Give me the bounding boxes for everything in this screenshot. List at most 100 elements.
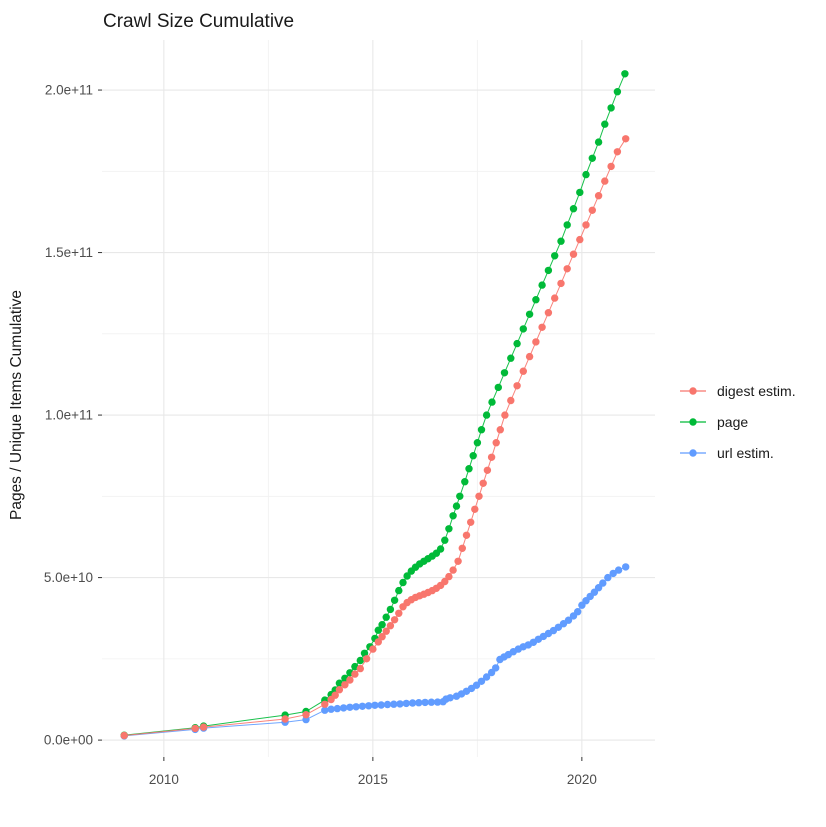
legend-item-digest-estim-: digest estim. — [680, 383, 796, 399]
data-point — [482, 673, 491, 681]
data-point — [604, 573, 612, 582]
data-point — [471, 505, 479, 513]
data-point — [427, 698, 436, 706]
data-point — [365, 702, 373, 710]
data-point — [621, 70, 629, 78]
data-point — [352, 703, 360, 711]
data-point — [501, 411, 509, 419]
data-point — [551, 252, 559, 260]
data-point — [399, 578, 407, 587]
data-point — [302, 711, 310, 719]
data-point — [607, 104, 615, 112]
data-point — [374, 638, 382, 646]
data-point — [467, 518, 475, 526]
data-point — [396, 700, 404, 708]
data-point — [402, 699, 410, 708]
data-point — [462, 531, 471, 539]
data-point — [492, 664, 500, 672]
x-tick-label: 2010 — [149, 772, 179, 787]
data-point — [519, 325, 527, 333]
legend-label: url estim. — [717, 445, 774, 461]
data-point — [382, 613, 390, 621]
y-tick-label: 1.5e+11 — [45, 245, 93, 260]
legend: digest estim. page url estim. — [680, 383, 796, 461]
data-point — [613, 88, 622, 96]
data-point — [383, 700, 392, 709]
data-point — [569, 250, 578, 258]
data-point — [609, 569, 617, 578]
data-point — [441, 577, 449, 586]
data-point — [482, 411, 491, 419]
data-point — [362, 655, 371, 663]
data-point — [445, 572, 453, 581]
data-point — [395, 609, 403, 617]
data-point — [582, 170, 590, 179]
data-point — [582, 221, 590, 229]
data-point — [395, 586, 403, 595]
data-point — [496, 426, 504, 434]
data-point — [513, 339, 521, 348]
gridlines-major — [102, 40, 655, 757]
data-point — [446, 694, 454, 702]
data-point — [390, 700, 398, 708]
legend-key-dot — [689, 418, 697, 426]
data-point — [452, 502, 461, 510]
data-point — [538, 281, 546, 289]
legend-key-dot — [689, 387, 697, 395]
x-tick-label: 2015 — [358, 772, 388, 787]
data-point — [346, 703, 354, 711]
legend-label: page — [717, 414, 748, 430]
data-point — [563, 221, 571, 229]
data-point — [386, 622, 395, 630]
data-point — [544, 266, 553, 275]
data-point — [525, 352, 534, 361]
data-point — [333, 704, 341, 713]
data-point — [445, 525, 453, 533]
y-tick-label: 2.0e+11 — [45, 83, 93, 98]
data-point — [483, 466, 492, 474]
data-point — [601, 120, 609, 128]
data-point — [492, 439, 500, 447]
data-point — [327, 705, 335, 713]
data-point — [507, 396, 515, 405]
data-point — [557, 279, 565, 288]
data-point — [456, 492, 464, 500]
data-point — [377, 701, 385, 709]
data-point — [408, 699, 417, 707]
y-axis-title: Pages / Unique Items Cumulative — [8, 290, 25, 520]
data-point — [331, 691, 339, 699]
data-point — [494, 383, 502, 392]
data-point — [563, 265, 571, 273]
data-point — [382, 627, 390, 635]
data-point — [321, 700, 329, 708]
data-point — [588, 206, 596, 214]
data-point — [378, 621, 386, 629]
data-point — [358, 702, 367, 710]
data-point — [551, 294, 559, 302]
y-tick-label: 0.0e+00 — [44, 733, 93, 748]
data-point — [532, 338, 540, 346]
data-point — [544, 309, 553, 317]
data-point — [472, 681, 481, 689]
data-point — [601, 177, 609, 185]
data-point — [458, 544, 466, 552]
data-point — [465, 465, 473, 473]
data-point — [538, 323, 546, 331]
chart-title: Crawl Size Cumulative — [103, 11, 294, 32]
data-point — [477, 426, 486, 434]
data-point — [441, 536, 449, 544]
data-point — [386, 605, 395, 614]
data-point — [594, 138, 603, 146]
data-point — [371, 701, 379, 709]
data-point — [477, 677, 486, 685]
data-point — [513, 382, 521, 390]
x-tick-label: 2020 — [567, 772, 597, 787]
data-point — [436, 545, 445, 553]
data-point — [576, 188, 584, 197]
data-point — [356, 664, 364, 673]
data-point — [390, 596, 399, 604]
data-point — [374, 626, 382, 634]
data-point — [607, 162, 615, 171]
